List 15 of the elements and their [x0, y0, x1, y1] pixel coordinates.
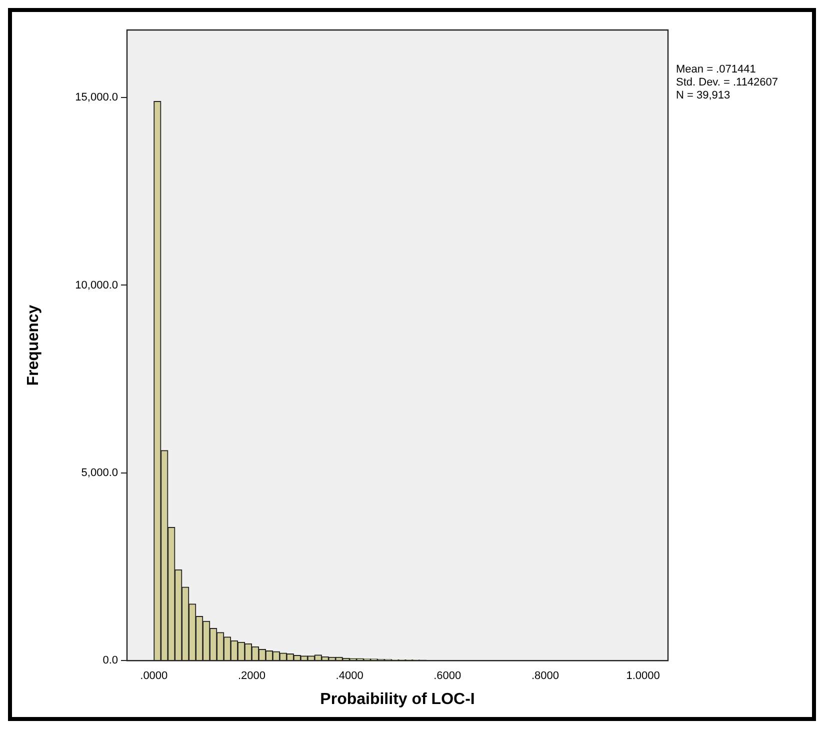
x-tick-label: .2000	[238, 670, 266, 682]
x-tick-label: 1.0000	[626, 670, 660, 682]
x-axis-title: Probaibility of LOC-I	[320, 690, 475, 708]
text: Std. Dev. = .1142607	[676, 76, 778, 89]
x-tick-label: .0000	[140, 670, 168, 682]
y-tick-label: 5,000.0	[81, 466, 118, 479]
text: Mean = .071441	[676, 64, 756, 76]
y-axis-title: Frequency	[25, 304, 42, 386]
x-tick-label: .6000	[434, 670, 462, 682]
y-tick-label: 10,000.0	[75, 279, 118, 292]
x-tick-label: .4000	[336, 670, 364, 682]
x-tick-label: .8000	[531, 670, 559, 682]
y-tick-label: 15,000.0	[75, 92, 118, 104]
text: N = 39,913	[676, 90, 730, 102]
y-tick-label: 0.0	[102, 654, 118, 667]
